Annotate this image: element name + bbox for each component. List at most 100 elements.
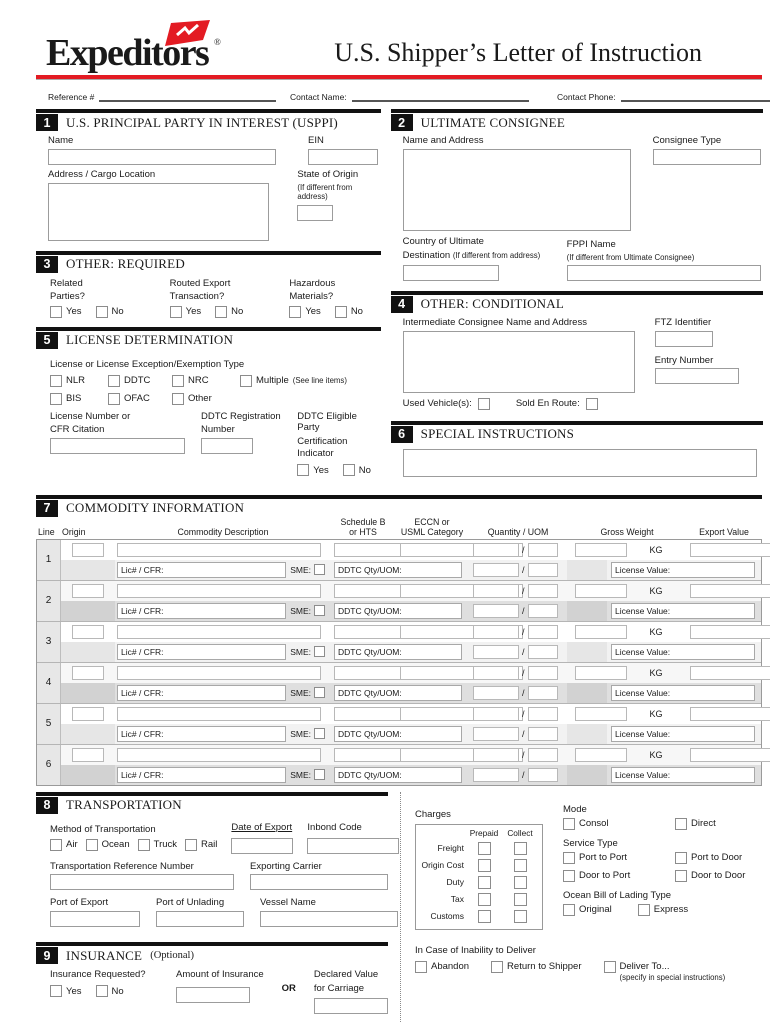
prepaid-checkbox[interactable]: [477, 858, 491, 872]
consignee-type-input[interactable]: [652, 148, 761, 165]
ddtc-qty-uom-field[interactable]: DDTC Qty/UOM:: [334, 725, 462, 742]
inbond-code-input[interactable]: [307, 837, 400, 854]
ddtc-uom-input[interactable]: [527, 562, 558, 577]
ddtc-qty-uom-field[interactable]: DDTC Qty/UOM:: [334, 602, 462, 619]
quantity-input[interactable]: [473, 624, 519, 639]
ddtc-registration-input[interactable]: [201, 438, 253, 455]
return-to-shipper-checkbox[interactable]: [491, 960, 504, 973]
reference-input[interactable]: [99, 89, 277, 102]
gross-weight-input[interactable]: [575, 542, 627, 557]
ddtc-quantity-input[interactable]: [473, 644, 519, 659]
contact-phone-input[interactable]: [620, 89, 770, 102]
ddtc-uom-input[interactable]: [527, 726, 558, 741]
commodity-description-input[interactable]: [117, 747, 321, 762]
quantity-input[interactable]: [473, 747, 519, 762]
license-number-input[interactable]: [50, 438, 185, 455]
ddtc-uom-input[interactable]: [527, 767, 558, 782]
quantity-input[interactable]: [473, 583, 519, 598]
license-value-field[interactable]: License Value:: [611, 602, 755, 619]
uom-input[interactable]: [527, 624, 558, 639]
door-to-port-checkbox[interactable]: [563, 869, 575, 882]
sme-checkbox[interactable]: [314, 687, 325, 699]
ddtc-uom-input[interactable]: [527, 603, 558, 618]
export-value-input[interactable]: [690, 665, 770, 680]
export-value-input[interactable]: [690, 747, 770, 762]
intermediate-consignee-input[interactable]: [402, 330, 635, 393]
lic-cfr-field[interactable]: Lic# / CFR:: [117, 766, 287, 783]
commodity-description-input[interactable]: [117, 542, 321, 557]
insurance-yes-checkbox[interactable]: [50, 985, 62, 998]
nlr-checkbox[interactable]: [50, 374, 62, 387]
date-of-export-input[interactable]: [231, 837, 294, 854]
uom-input[interactable]: [527, 542, 558, 557]
origin-input[interactable]: [72, 583, 104, 598]
collect-checkbox[interactable]: [513, 858, 527, 872]
prepaid-checkbox[interactable]: [477, 892, 491, 906]
original-checkbox[interactable]: [563, 903, 575, 916]
ddtc-quantity-input[interactable]: [473, 562, 519, 577]
commodity-description-input[interactable]: [117, 583, 321, 598]
ddtc-quantity-input[interactable]: [473, 767, 519, 782]
license-value-field[interactable]: License Value:: [611, 684, 755, 701]
lic-cfr-field[interactable]: Lic# / CFR:: [117, 602, 287, 619]
ddtc-qty-uom-field[interactable]: DDTC Qty/UOM:: [334, 684, 462, 701]
eligible-yes-checkbox[interactable]: [297, 464, 310, 476]
declared-value-input[interactable]: [313, 998, 388, 1015]
insurance-no-checkbox[interactable]: [95, 985, 108, 998]
nrc-checkbox[interactable]: [172, 374, 184, 387]
sme-checkbox[interactable]: [314, 605, 325, 617]
state-of-origin-input[interactable]: [297, 204, 334, 221]
collect-checkbox[interactable]: [513, 841, 527, 855]
collect-checkbox[interactable]: [513, 892, 527, 906]
prepaid-checkbox[interactable]: [477, 875, 491, 889]
address-cargo-location-input[interactable]: [48, 182, 270, 241]
origin-input[interactable]: [72, 706, 104, 721]
truck-checkbox[interactable]: [137, 838, 150, 851]
origin-input[interactable]: [72, 542, 104, 557]
special-instructions-input[interactable]: [402, 448, 757, 477]
ddtc-quantity-input[interactable]: [473, 603, 519, 618]
lic-cfr-field[interactable]: Lic# / CFR:: [117, 684, 287, 701]
consignee-name-address-input[interactable]: [402, 148, 631, 231]
fppi-name-input[interactable]: [566, 264, 761, 281]
gross-weight-input[interactable]: [575, 706, 627, 721]
lic-cfr-field[interactable]: Lic# / CFR:: [117, 561, 287, 578]
ddtc-checkbox[interactable]: [108, 374, 120, 387]
lic-cfr-field[interactable]: Lic# / CFR:: [117, 643, 287, 660]
gross-weight-input[interactable]: [575, 665, 627, 680]
ein-input[interactable]: [308, 148, 378, 165]
commodity-description-input[interactable]: [117, 665, 321, 680]
ftz-identifier-input[interactable]: [654, 330, 713, 347]
air-checkbox[interactable]: [50, 838, 62, 851]
entry-number-input[interactable]: [654, 368, 739, 385]
uom-input[interactable]: [527, 583, 558, 598]
related-parties-yes-checkbox[interactable]: [50, 305, 62, 318]
amount-of-insurance-input[interactable]: [176, 987, 250, 1004]
origin-input[interactable]: [72, 624, 104, 639]
sme-checkbox[interactable]: [314, 646, 325, 658]
routed-export-no-checkbox[interactable]: [215, 305, 228, 318]
vessel-name-input[interactable]: [260, 911, 398, 928]
license-value-field[interactable]: License Value:: [611, 561, 755, 578]
multiple-checkbox[interactable]: [240, 374, 252, 387]
port-to-port-checkbox[interactable]: [563, 851, 575, 864]
direct-checkbox[interactable]: [675, 817, 687, 830]
lic-cfr-field[interactable]: Lic# / CFR:: [117, 725, 287, 742]
door-to-door-checkbox[interactable]: [675, 869, 687, 882]
export-value-input[interactable]: [690, 583, 770, 598]
quantity-input[interactable]: [473, 665, 519, 680]
country-destination-input[interactable]: [402, 264, 499, 281]
sold-en-route-checkbox[interactable]: [585, 397, 598, 410]
sme-checkbox[interactable]: [314, 564, 325, 576]
license-value-field[interactable]: License Value:: [611, 766, 755, 783]
abandon-checkbox[interactable]: [415, 960, 427, 973]
uom-input[interactable]: [527, 706, 558, 721]
uom-input[interactable]: [527, 665, 558, 680]
rail-checkbox[interactable]: [185, 838, 198, 851]
collect-checkbox[interactable]: [513, 875, 527, 889]
ddtc-quantity-input[interactable]: [473, 726, 519, 741]
license-value-field[interactable]: License Value:: [611, 643, 755, 660]
collect-checkbox[interactable]: [513, 909, 527, 923]
export-value-input[interactable]: [690, 706, 770, 721]
ddtc-qty-uom-field[interactable]: DDTC Qty/UOM:: [334, 766, 462, 783]
